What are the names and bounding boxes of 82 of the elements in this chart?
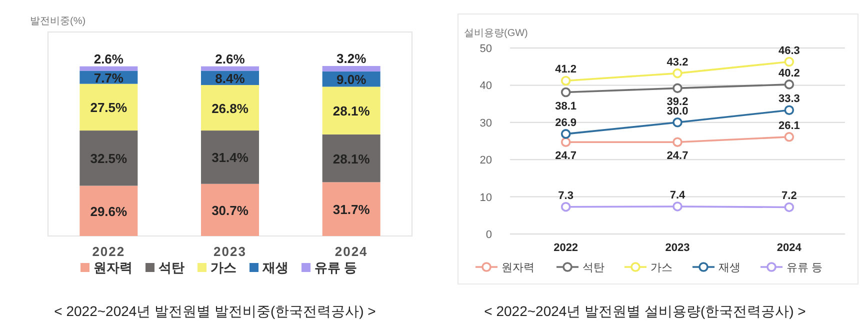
data-label: 26.8% (212, 100, 249, 116)
data-label: 24.7 (555, 150, 577, 162)
bar (80, 186, 138, 236)
legend-label: 가스 (650, 262, 672, 274)
data-label: 28.1% (332, 151, 370, 166)
bar (322, 134, 380, 182)
data-label: 7.3 (558, 190, 574, 202)
data-label: 9.0% (336, 72, 367, 88)
legend-label: 재생 (718, 262, 740, 274)
data-label: 2.6% (215, 51, 246, 66)
bar (201, 85, 259, 131)
point (560, 129, 571, 139)
point (672, 118, 682, 128)
point (784, 202, 794, 212)
data-label: 7.7% (94, 70, 124, 86)
legend-label: 유류 등 (314, 260, 358, 275)
y-tick-label: 40 (480, 80, 492, 92)
point (560, 202, 571, 212)
data-label: 3.2% (336, 51, 367, 66)
x-tick-label: 2024 (776, 242, 802, 254)
bar (322, 182, 380, 236)
point (672, 137, 682, 148)
data-label: 8.4% (215, 70, 246, 86)
y-tick-label: 0 (486, 229, 492, 241)
data-label: 40.2 (778, 67, 800, 80)
data-label: 7.2 (782, 190, 797, 202)
x-tick-label: 2023 (214, 244, 246, 259)
point (672, 68, 682, 78)
bar (322, 86, 380, 134)
x-tick-label: 2024 (334, 244, 368, 259)
point (784, 80, 794, 90)
bar (201, 184, 259, 236)
bar (80, 66, 138, 71)
point (672, 83, 682, 94)
y-tick-label: 10 (480, 192, 492, 204)
bar (201, 130, 259, 184)
data-label: 28.1% (332, 104, 370, 119)
text: < 2022~2024년 발전원별 발전비중(한국전력공사) > (54, 303, 376, 319)
data-label: 31.7% (332, 202, 370, 218)
data-label: 41.2 (555, 64, 577, 76)
bar (80, 84, 138, 131)
data-label: 2.6% (94, 51, 124, 66)
data-label: 46.3 (778, 44, 800, 57)
data-label: 27.5% (90, 100, 128, 116)
point (784, 105, 794, 116)
data-label: 31.4% (212, 150, 249, 166)
data-label: 33.3 (778, 93, 800, 106)
y-tick-label: 30 (480, 117, 492, 130)
y-tick-label: 50 (480, 43, 492, 55)
x-tick-label: 2023 (665, 242, 690, 254)
bar (201, 66, 259, 71)
point (784, 56, 794, 67)
legend-label: 가스 (210, 260, 236, 275)
data-label: 43.2 (666, 56, 688, 68)
point (784, 132, 794, 142)
point (560, 87, 571, 98)
legend-label: 석탄 (582, 262, 604, 274)
data-label: 26.1 (778, 120, 800, 132)
legend-label: 석탄 (158, 260, 184, 275)
x-tick-label: 2022 (554, 242, 578, 254)
legend-label: 원자력 (94, 260, 132, 275)
y-tick-label: 20 (480, 154, 492, 167)
legend-label: 재생 (262, 260, 288, 275)
data-label: 29.6% (90, 204, 128, 219)
data-label: 32.5% (90, 151, 128, 166)
text: < 2022~2024년 발전원별 설비용량(한국전력공사) > (484, 303, 806, 319)
data-label: 30.7% (212, 202, 249, 218)
bar (322, 66, 380, 72)
data-label: 7.4 (670, 189, 686, 202)
x-tick-label: 2022 (92, 244, 126, 259)
point (672, 202, 682, 212)
legend-label: 유류 등 (786, 262, 823, 274)
data-label: 24.7 (666, 150, 688, 162)
point (560, 137, 571, 148)
legend-label: 원자력 (502, 262, 534, 274)
data-label: 26.9 (555, 116, 577, 129)
y-axis-title: 설비용량(GW) (464, 28, 528, 39)
data-label: 30.0 (666, 105, 688, 118)
data-label: 38.1 (555, 100, 577, 112)
bar (80, 130, 138, 186)
y-axis-title: 발전비중(%) (30, 16, 86, 27)
point (560, 76, 571, 86)
